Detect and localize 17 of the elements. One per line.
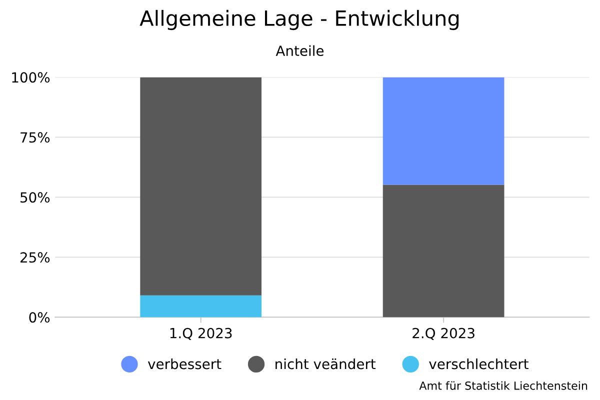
x-tick-label: 2.Q 2023 (412, 328, 474, 340)
text: Amt für Statistik Liechtenstein (419, 381, 588, 390)
chart-subtitle: Anteile (276, 45, 324, 56)
bar (382, 77, 504, 185)
legend-label: verschlechtert (429, 358, 528, 370)
y-tick-label: 25% (20, 252, 50, 263)
x-tick-label: 1.Q 2023 (170, 328, 232, 340)
bar (382, 184, 504, 318)
bar (140, 295, 262, 318)
legend-label: verbessert (148, 358, 222, 370)
y-tick-label: 0% (29, 312, 50, 323)
chart-title: Allgemeine Lage - Entwicklung (140, 10, 459, 30)
y-tick-label: 100% (12, 72, 50, 83)
bar (140, 77, 262, 296)
y-tick-label: 50% (20, 192, 50, 203)
legend-label: nicht veändert (276, 358, 376, 370)
y-tick-label: 75% (20, 132, 50, 143)
